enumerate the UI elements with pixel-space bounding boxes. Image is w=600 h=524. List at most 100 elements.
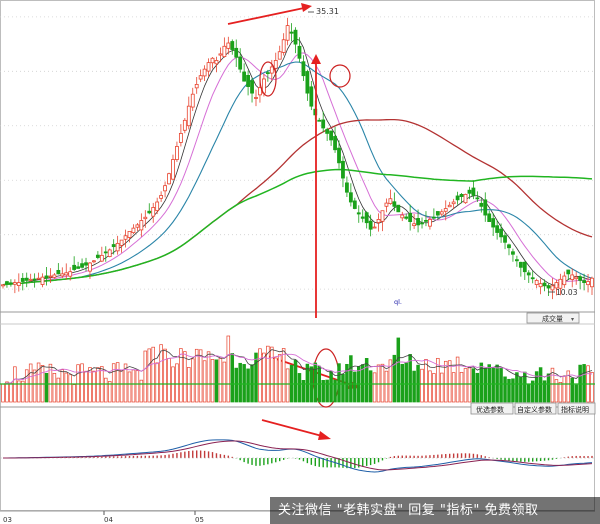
candle-body [507, 244, 511, 249]
candle-body [159, 195, 164, 199]
volume-bar [131, 369, 136, 403]
candle-body [305, 71, 310, 94]
candle-body [103, 251, 108, 254]
candle-body [368, 220, 373, 230]
candle-body [392, 201, 397, 207]
volume-indicator-select[interactable] [526, 312, 580, 324]
candle-body [479, 202, 484, 207]
candle-body [273, 60, 278, 69]
candle-body [68, 271, 73, 277]
candle-body [293, 29, 298, 45]
macd-dif-line [3, 439, 593, 473]
volume-bar [404, 362, 408, 403]
candle-body [190, 93, 195, 108]
volume-bar [214, 359, 219, 403]
candle-body [84, 262, 88, 266]
volume-bar [72, 384, 76, 403]
candle-body [115, 242, 120, 252]
volume-ma-lines [0, 349, 595, 385]
candle-body [163, 185, 167, 192]
candle-body [95, 254, 100, 258]
candle-body [348, 192, 353, 203]
candle-body [206, 62, 211, 72]
volume-bar [487, 364, 491, 403]
candle-body [186, 105, 191, 127]
volume-bar [135, 370, 140, 403]
volume-bar [471, 368, 476, 403]
volume-bar [519, 376, 523, 403]
macd-lines [0, 439, 595, 473]
candle-body [131, 227, 136, 234]
volume-bar [408, 354, 412, 403]
candle-body [558, 278, 563, 289]
volume-bar [574, 384, 578, 403]
candle-body [309, 86, 314, 107]
volume-bar [447, 360, 452, 403]
custom-params-button[interactable] [514, 402, 557, 415]
candle-body [56, 269, 61, 275]
volume-bar [104, 377, 108, 403]
candle-body [329, 130, 334, 141]
candle-body [455, 195, 460, 201]
volume-bar [436, 357, 440, 403]
candle-body [550, 285, 555, 291]
candle-body [463, 193, 468, 204]
candle-body [384, 202, 389, 207]
custom-params-label: 自定义参数 [517, 405, 552, 414]
volume-bar [349, 355, 353, 403]
candle-body [194, 84, 199, 89]
candle-body [92, 260, 96, 263]
candle-body [582, 280, 586, 283]
volume-bar [380, 363, 385, 403]
candle-body [546, 285, 551, 289]
volume-bar [285, 368, 290, 403]
moving-average-lines [2, 38, 593, 286]
candle-body [222, 45, 227, 58]
candle-body [499, 228, 503, 238]
candle-body [127, 230, 132, 238]
candle-body [301, 61, 306, 77]
candle-body [447, 204, 452, 208]
volume-bar [412, 370, 416, 403]
volume-bar [396, 337, 401, 403]
candle-body [372, 226, 377, 229]
candle-body [1, 284, 5, 287]
volume-bar [24, 369, 29, 403]
volume-bar [511, 378, 515, 403]
ma120-line [2, 168, 593, 286]
candle-body [408, 212, 413, 223]
volume-bar [542, 380, 547, 403]
candle-body [202, 68, 207, 77]
candle-body [586, 281, 590, 286]
candle-body [439, 211, 444, 215]
volume-bar [123, 363, 128, 403]
volume-bar [218, 358, 223, 403]
indicator-help-button[interactable] [557, 402, 596, 415]
macd-dea-line [3, 440, 593, 471]
candle-body [518, 261, 523, 268]
xaxis-label-03: 03 [3, 516, 12, 524]
candle-body [155, 201, 160, 211]
price-grid [0, 16, 595, 290]
volume-bar [163, 348, 167, 403]
candle-body [123, 235, 128, 240]
candle-body [230, 41, 235, 50]
candle-body [28, 278, 33, 281]
candle-body [487, 213, 492, 222]
volume-bar [277, 354, 282, 403]
volume-bar [76, 364, 80, 403]
preferred-params-button[interactable] [470, 402, 514, 415]
volume-bar [159, 344, 163, 403]
candle-body [269, 66, 274, 74]
volume-bar [353, 371, 357, 403]
volume-bar [151, 346, 155, 403]
candle-body [495, 225, 500, 233]
volume-bar [143, 350, 148, 403]
volume-bar [459, 371, 464, 403]
candle-body [265, 72, 270, 74]
highlight-circle-1 [259, 61, 277, 97]
candle-body [345, 182, 349, 193]
candle-body [428, 219, 432, 227]
candle-body [210, 57, 215, 64]
volume-bar [345, 363, 349, 403]
